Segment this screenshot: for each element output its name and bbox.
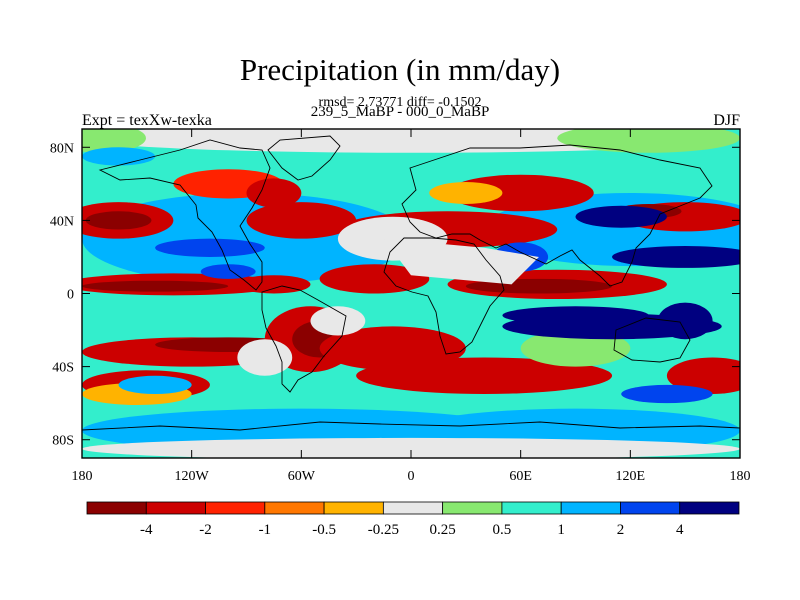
field-region: [246, 178, 302, 208]
stats-line: rmsd= 2.73771 diff= -0.1502: [318, 95, 482, 110]
lat-tick-label: 0: [67, 288, 74, 303]
field-region: [82, 280, 229, 292]
field-region: [237, 275, 311, 294]
field-region: [575, 205, 667, 228]
field-region: [82, 147, 156, 166]
colorbar-label: -1: [259, 522, 272, 538]
field-region: [155, 238, 265, 257]
colorbar-swatch: [620, 501, 681, 515]
colorbar-swatch: [86, 501, 147, 515]
lat-tick-label: 80S: [52, 434, 74, 449]
field-region: [502, 306, 649, 325]
colorbar-swatch: [205, 501, 266, 515]
colorbar-swatch: [442, 501, 503, 515]
colorbar-label: 1: [557, 522, 565, 538]
lat-tick-label: 40N: [50, 214, 74, 229]
colorbar-label: -2: [199, 522, 212, 538]
field-region: [520, 330, 631, 367]
field-region: [557, 129, 740, 153]
lon-tick-label: 60W: [288, 469, 316, 484]
colorbar-swatch: [145, 501, 206, 515]
colorbar-label: 2: [617, 522, 625, 538]
field-region: [246, 202, 357, 239]
lon-tick-label: 180: [730, 469, 751, 484]
map-subtitle: 239_5_MaBP - 000_0_MaBP: [310, 104, 490, 120]
field-region: [200, 264, 256, 279]
field-region: [612, 245, 740, 268]
map-title: Precipitation (in mm/day): [239, 52, 561, 87]
colorbar-swatch: [382, 501, 444, 515]
lon-tick-label: 180: [72, 469, 93, 484]
field-region: [118, 375, 192, 395]
field-region: [356, 357, 613, 395]
lon-tick-label: 120E: [616, 469, 646, 484]
colorbar-label: -0.5: [312, 522, 336, 538]
lon-tick-label: 60E: [509, 469, 532, 484]
field-region: [657, 302, 713, 340]
lon-tick-label: 120W: [175, 469, 210, 484]
field-region: [237, 339, 293, 376]
field-region: [85, 211, 152, 230]
colorbar-label: 0.25: [430, 522, 456, 538]
lon-tick-label: 0: [408, 469, 415, 484]
field-region: [319, 264, 430, 294]
colorbar-swatch: [560, 501, 621, 515]
colorbar-swatch: [679, 501, 740, 515]
precipitation-field: [82, 129, 740, 458]
colorbar-label: -4: [140, 522, 153, 538]
lat-tick-label: 80N: [50, 141, 74, 156]
field-region: [621, 384, 713, 404]
field-region: [666, 357, 740, 395]
field-region: [383, 238, 539, 285]
field-region: [310, 306, 366, 336]
colorbar-swatch: [323, 501, 384, 515]
colorbar: -4 -2 -1 -0.5 -0.25 0.25 0.5 1 2 4: [86, 501, 740, 538]
field-region: [429, 182, 503, 204]
experiment-label: Expt = texXw-texka: [82, 112, 212, 129]
colorbar-swatch: [501, 501, 562, 515]
coastlines: [82, 135, 740, 431]
season-label: DJF: [713, 112, 740, 129]
latitude-axis: 80N 40N 0 40S 80S: [50, 141, 740, 449]
longitude-axis: 180 120W 60W 0 60E 120E 180: [72, 129, 751, 484]
colorbar-swatch: [264, 501, 325, 515]
colorbar-label: 0.5: [493, 522, 512, 538]
field-region: [82, 437, 740, 458]
field-region: [82, 129, 146, 153]
colorbar-label: -0.25: [368, 522, 399, 538]
lat-tick-label: 40S: [52, 361, 74, 376]
colorbar-label: 4: [676, 522, 684, 538]
